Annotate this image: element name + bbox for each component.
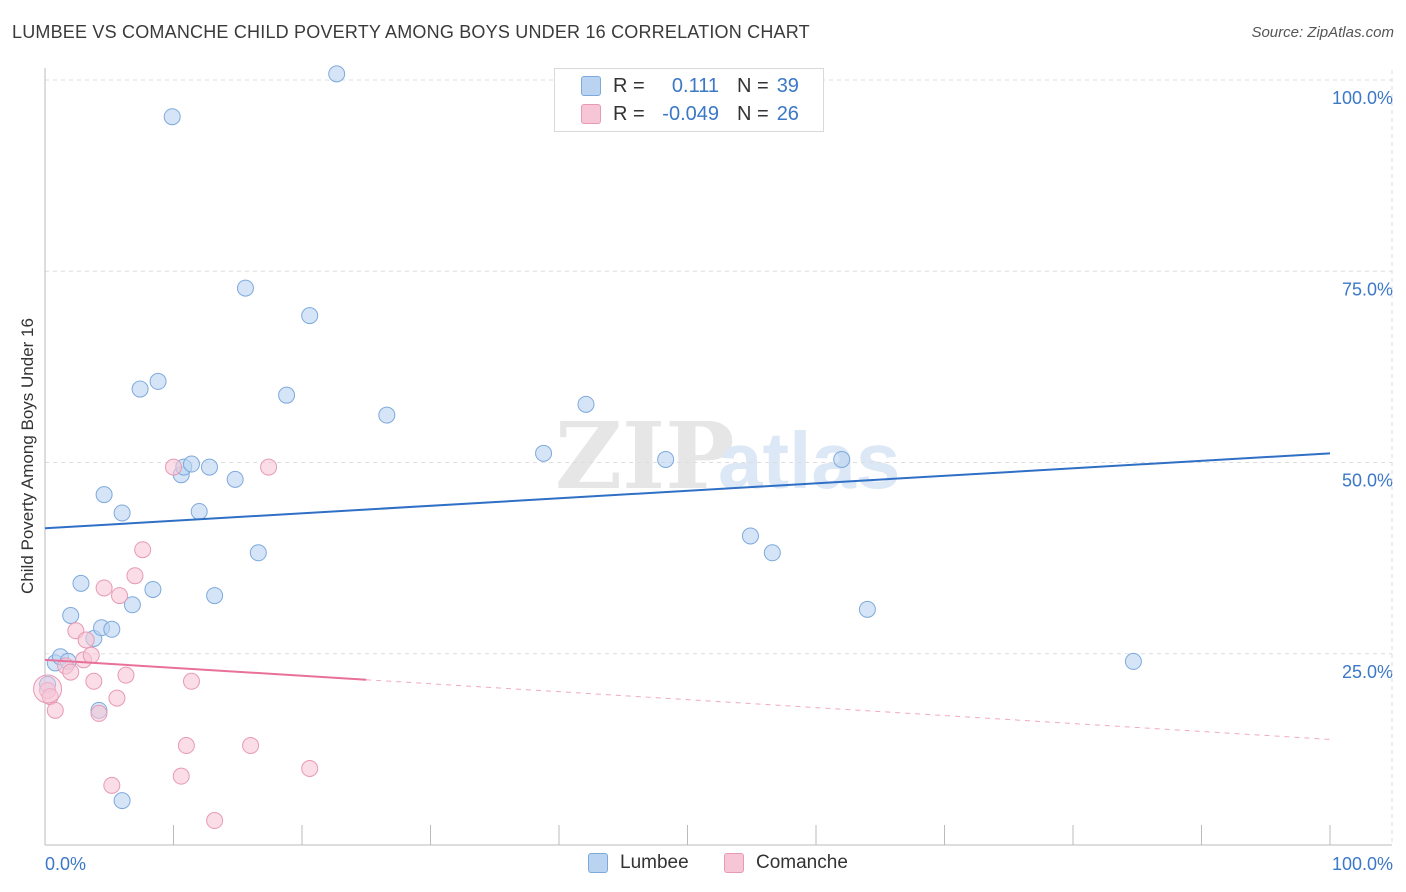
x-tick-label: 0.0% [45,854,86,874]
legend-r-label: R = [613,74,645,97]
lumbee-swatch [581,76,601,96]
lumbee-point [278,386,296,404]
comanche-point [46,701,64,719]
lumbee-point [95,486,113,504]
lumbee-point [741,527,759,545]
lumbee-point [123,596,141,614]
lumbee-point [236,279,254,297]
lumbee-point [858,600,876,618]
y-axis-title: Child Poverty Among Boys Under 16 [18,318,37,594]
legend-label-comanche: Comanche [756,852,848,873]
comanche-swatch [581,104,601,124]
legend-item-comanche[interactable]: Comanche [724,852,848,874]
comanche-point [85,672,103,690]
y-tick-label: 75.0% [1342,279,1393,299]
lumbee-point [103,620,121,638]
comanche-point [134,541,152,559]
comanche-point [103,776,121,794]
legend-r-label: R = [613,102,645,125]
legend-n-label: N = [737,74,769,97]
watermark-atlas: atlas [718,416,900,505]
comanche-point [260,458,278,476]
legend-item-lumbee[interactable]: Lumbee [588,852,689,874]
lumbee-point [200,458,218,476]
lumbee-point [226,470,244,488]
comanche-point [126,567,144,585]
comanche-point [165,458,182,476]
comanche-swatch [724,853,744,873]
lumbee-point [131,380,149,398]
comanche-point [82,646,100,664]
y-tick-label: 25.0% [1342,662,1393,682]
lumbee-point [62,607,80,624]
y-tick-label: 50.0% [1342,471,1393,491]
comanche-point [33,674,63,704]
lumbee-point [301,307,319,325]
lumbee-point [149,372,167,390]
legend-r-value: -0.049 [662,102,719,125]
lumbee-point [577,395,595,413]
lumbee-point [249,544,267,562]
legend-row-lumbee: R = 0.111 N = 39 [581,73,799,99]
watermark-zip: ZIP [555,402,734,510]
lumbee-point [113,504,131,522]
lumbee-swatch [588,853,608,873]
comanche-point [172,767,190,785]
lumbee-point [72,574,90,592]
lumbee-point [328,65,346,83]
lumbee-point [190,502,208,520]
lumbee-point [535,444,553,462]
comanche-point [77,631,95,649]
stats-legend: R = 0.111 N = 39 R = -0.049 N = 26 [554,68,824,132]
comanche-point [95,579,113,597]
lumbee-point [182,455,200,473]
comanche-point [206,812,224,830]
lumbee-point [763,544,781,562]
comanche-trend-extension [366,679,1331,740]
lumbee-point [206,587,224,605]
comanche-point [108,689,126,707]
series-legend: Lumbee Comanche [0,852,1406,878]
legend-r-value: 0.111 [671,74,719,97]
legend-label-lumbee: Lumbee [620,852,689,873]
legend-n-value: 39 [776,74,799,97]
comanche-point [62,663,80,681]
legend-n-value: 26 [776,102,799,125]
comanche-point [90,704,108,722]
lumbee-point [113,792,131,810]
legend-row-comanche: R = -0.049 N = 26 [581,101,799,127]
comanche-point [111,587,129,605]
lumbee-trend-line [44,452,1331,530]
comanche-point [301,760,319,777]
lumbee-point [144,580,162,598]
comanche-trend-line [44,658,367,681]
lumbee-point [833,450,851,468]
comanche-point [117,666,135,684]
lumbee-point [657,450,675,468]
comanche-point [182,672,200,690]
lumbee-point [378,406,396,424]
source-label: Source: ZipAtlas.com [1251,24,1394,41]
legend-n-label: N = [737,102,769,125]
y-tick-label: 100.0% [1332,88,1393,108]
x-tick-label: 100.0% [1332,854,1393,874]
chart-title: LUMBEE VS COMANCHE CHILD POVERTY AMONG B… [12,22,810,42]
comanche-point [177,737,195,755]
lumbee-point [1124,652,1142,670]
lumbee-point [163,108,181,126]
comanche-point [242,737,260,755]
